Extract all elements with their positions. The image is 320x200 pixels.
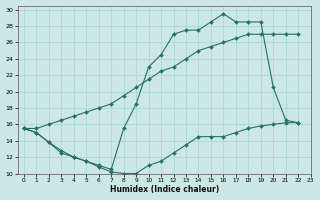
X-axis label: Humidex (Indice chaleur): Humidex (Indice chaleur) bbox=[109, 185, 219, 194]
